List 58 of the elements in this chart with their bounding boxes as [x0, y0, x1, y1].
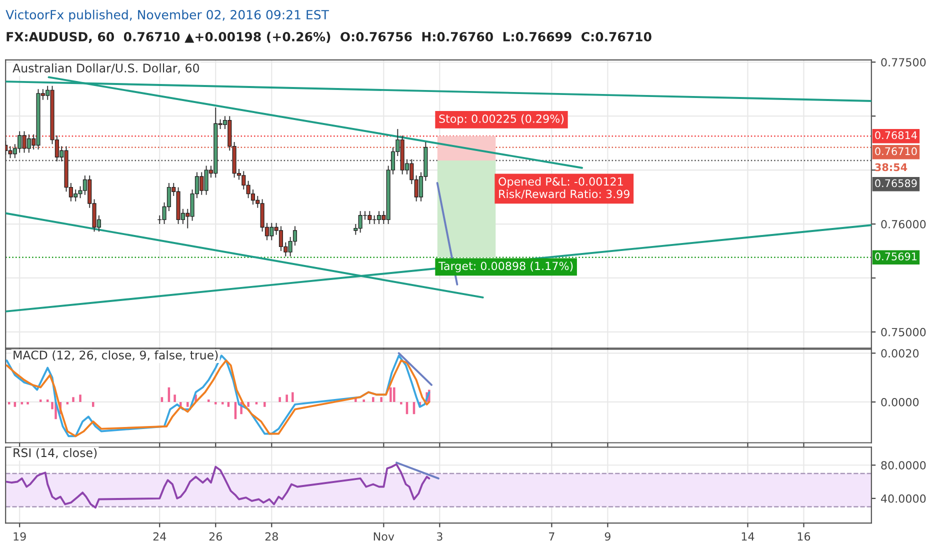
candlestick — [278, 226, 284, 252]
bar — [400, 402, 402, 404]
chart-title: Australian Dollar/U.S. Dollar, 60 — [12, 63, 200, 74]
bar — [278, 397, 281, 402]
bar — [20, 402, 24, 404]
y-tick-label: 0.0020 — [881, 349, 919, 358]
bar — [14, 402, 16, 407]
x-tick-label: 9 — [604, 532, 610, 541]
x-tick-label: Nov — [374, 532, 394, 541]
candlestick — [376, 210, 382, 225]
bar — [174, 394, 176, 402]
bar — [393, 387, 396, 402]
y-tick-label: 0.76000 — [881, 220, 926, 228]
chart-subtitle: FX:AUDUSD, 60 0.76710 ▲+0.00198 (+0.26%) O:0.76756 H:0.76760 L:0.76699 C:0.76710 — [6, 32, 652, 44]
bar — [222, 402, 224, 404]
x-tick-label: 28 — [265, 532, 278, 541]
bar — [372, 397, 374, 402]
annotation: Stop: 0.00225 (0.29%) — [439, 114, 564, 126]
bar — [26, 402, 29, 404]
bar — [390, 387, 392, 402]
y-tick-label: 0.77500 — [881, 58, 926, 66]
x-tick-label: 3 — [436, 532, 442, 541]
ref-line-label: 0.76710 — [875, 147, 917, 156]
x-tick-label: 16 — [798, 532, 810, 541]
chart-title: RSI (14, close) — [14, 448, 97, 459]
bar — [8, 402, 10, 404]
bar — [160, 397, 164, 402]
x-tick-label: 14 — [742, 532, 754, 541]
ref-line-label: 0.76814 — [875, 131, 917, 140]
bar — [286, 394, 288, 402]
y-tick-label: 0.0000 — [881, 398, 919, 406]
annotation: Opened P&L: -0.00121 Risk/Reward Ratio: 3.99 — [498, 177, 630, 200]
bar — [247, 402, 250, 407]
bar — [227, 402, 230, 407]
chart-title: MACD (12, 26, close, 9, false, true) — [14, 350, 218, 361]
bar — [186, 402, 189, 407]
bar — [292, 392, 294, 402]
text: VictoorFx published, November 02, 2016 09:21 EST — [6, 10, 329, 22]
bar — [79, 394, 82, 402]
line-series — [6, 463, 430, 509]
annotation: Target: 0.00898 (1.17%) — [438, 262, 573, 272]
bar — [92, 402, 94, 407]
ref-line-label: 0.76589 — [875, 179, 917, 188]
bar — [72, 397, 74, 402]
bar — [214, 402, 217, 404]
bar — [380, 397, 382, 402]
bar — [66, 402, 69, 404]
y-tick-label: 0.75000 — [881, 328, 926, 336]
bar — [255, 402, 258, 404]
x-tick-label: 7 — [549, 532, 554, 541]
x-tick-label: 19 — [14, 532, 26, 541]
x-tick-label: 26 — [209, 532, 222, 541]
bar — [264, 402, 266, 407]
x-tick-label: 24 — [153, 532, 166, 541]
y-tick-label: 40.0000 — [880, 494, 926, 503]
y-tick-label: 80.0000 — [881, 461, 926, 470]
text: 38:54 — [875, 163, 908, 172]
ref-line-label: 0.75691 — [875, 252, 917, 260]
